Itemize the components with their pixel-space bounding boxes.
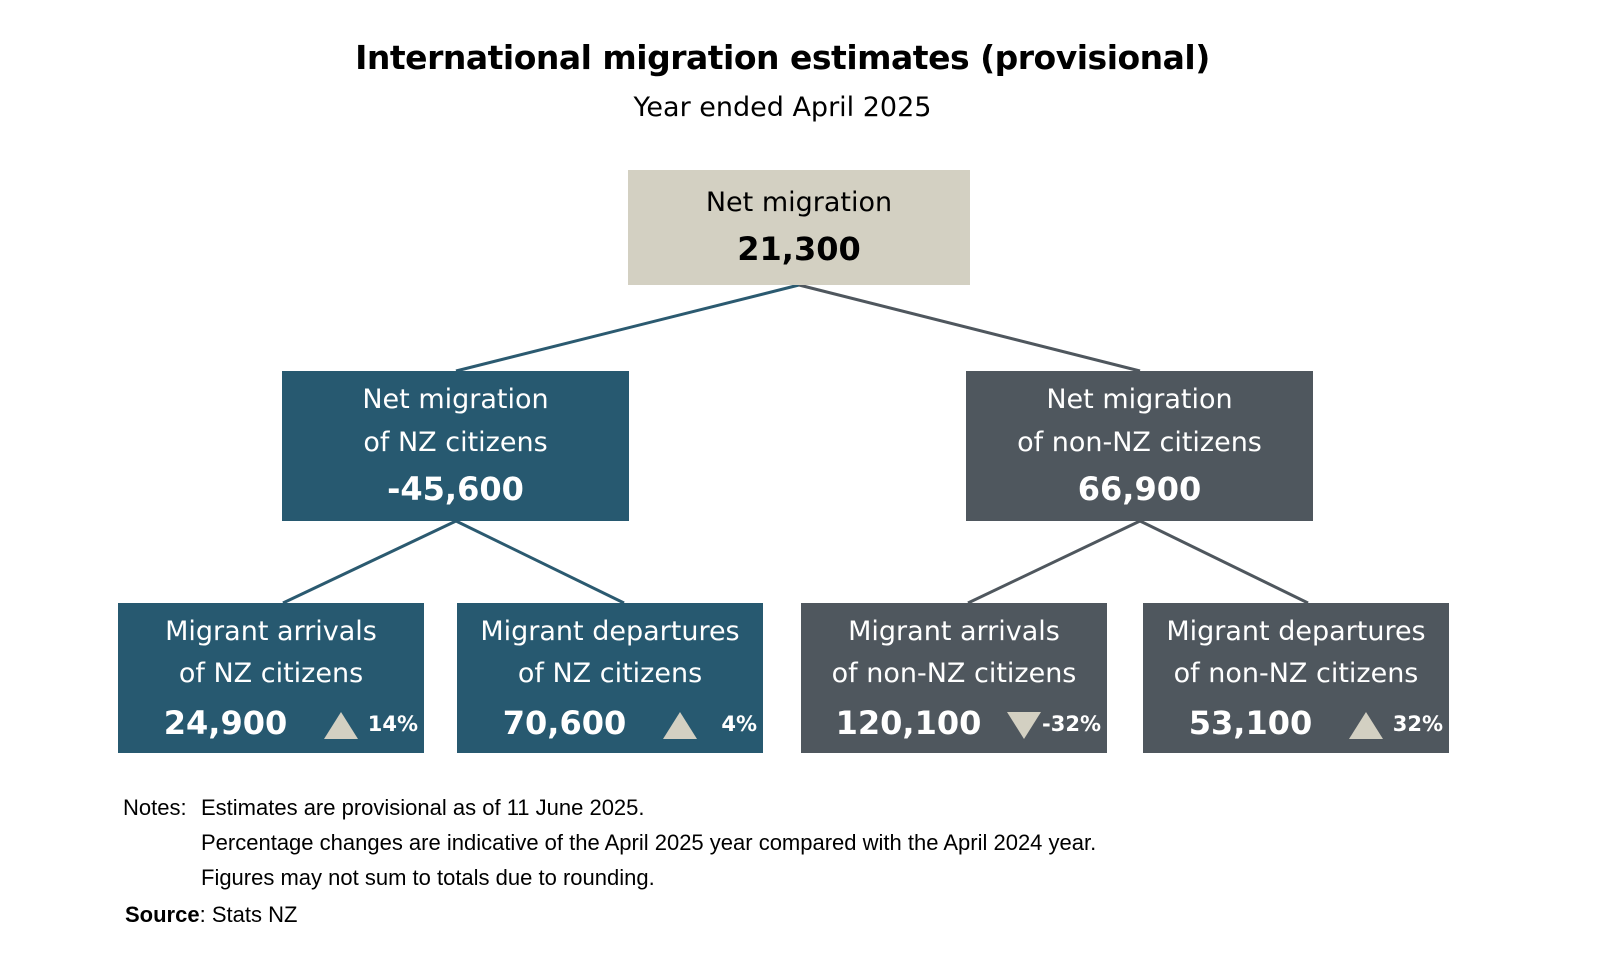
non-nz-arrivals-label-line2: of non-NZ citizens: [831, 658, 1077, 689]
source-text: : Stats NZ: [199, 902, 298, 927]
source-label: Source: [125, 902, 200, 927]
nz-arrivals-change: 14%: [367, 712, 418, 736]
connector-non-nz-to-arrivals: [967, 519, 1141, 605]
net-migration-nz-box: Net migration of NZ citizens -45,600: [282, 371, 629, 521]
chart-subtitle: Year ended April 2025: [633, 92, 932, 123]
notes-prefix: Notes:: [123, 795, 187, 820]
source-line: Source: Stats NZ: [125, 900, 297, 930]
connector-nz-to-departures: [455, 519, 625, 605]
nz-departures-value: 70,600: [502, 704, 627, 742]
nz-departures-change: 4%: [721, 712, 757, 736]
non-nz-arrivals-label-line1: Migrant arrivals: [848, 616, 1060, 647]
net-migration-total-label: Net migration: [705, 187, 893, 218]
nz-departures-box: Migrant departures of NZ citizens 70,600…: [457, 603, 763, 753]
nz-arrivals-label-line2: of NZ citizens: [178, 658, 364, 689]
net-migration-non-nz-label-line1: Net migration: [1046, 384, 1233, 415]
notes-line-1: Estimates are provisional as of 11 June …: [201, 795, 645, 820]
notes-line-3: Figures may not sum to totals due to rou…: [201, 865, 655, 890]
net-migration-total-value: 21,300: [737, 230, 861, 268]
non-nz-arrivals-box: Migrant arrivals of non-NZ citizens 120,…: [801, 603, 1107, 753]
non-nz-arrivals-trend-icon: [1007, 712, 1041, 739]
net-migration-total-box: Net migration 21,300: [628, 170, 970, 285]
non-nz-departures-trend-icon: [1349, 712, 1383, 739]
net-migration-nz-value: -45,600: [387, 470, 524, 508]
non-nz-departures-box: Migrant departures of non-NZ citizens 53…: [1143, 603, 1449, 753]
nz-departures-label-line2: of NZ citizens: [517, 658, 703, 689]
connector-total-to-non-nz: [798, 283, 1141, 373]
connector-nz-to-arrivals: [282, 519, 457, 605]
connector-non-nz-to-departures: [1139, 519, 1309, 605]
notes-block: Notes: Estimates are provisional as of 11…: [123, 790, 1096, 895]
nz-arrivals-value: 24,900: [163, 704, 288, 742]
non-nz-departures-value: 53,100: [1188, 704, 1313, 742]
net-migration-non-nz-value: 66,900: [1077, 470, 1202, 508]
nz-arrivals-label-line1: Migrant arrivals: [165, 616, 377, 647]
non-nz-arrivals-value: 120,100: [835, 704, 982, 742]
net-migration-non-nz-box: Net migration of non-NZ citizens 66,900: [966, 371, 1313, 521]
nz-arrivals-trend-icon: [324, 712, 358, 739]
net-migration-nz-label-line2: of NZ citizens: [363, 427, 548, 458]
nz-departures-trend-icon: [663, 712, 697, 739]
non-nz-departures-change: 32%: [1392, 712, 1443, 736]
notes-line-2: Percentage changes are indicative of the…: [201, 830, 1097, 855]
nz-departures-label-line1: Migrant departures: [480, 616, 740, 647]
chart-title: International migration estimates (provi…: [355, 38, 1210, 77]
non-nz-departures-label-line1: Migrant departures: [1166, 616, 1426, 647]
nz-arrivals-box: Migrant arrivals of NZ citizens 24,900 1…: [118, 603, 424, 753]
non-nz-departures-label-line2: of non-NZ citizens: [1173, 658, 1419, 689]
connector-total-to-nz: [455, 283, 800, 373]
non-nz-arrivals-change: -32%: [1042, 712, 1101, 736]
net-migration-non-nz-label-line2: of non-NZ citizens: [1017, 427, 1262, 458]
net-migration-nz-label-line1: Net migration: [362, 384, 549, 415]
